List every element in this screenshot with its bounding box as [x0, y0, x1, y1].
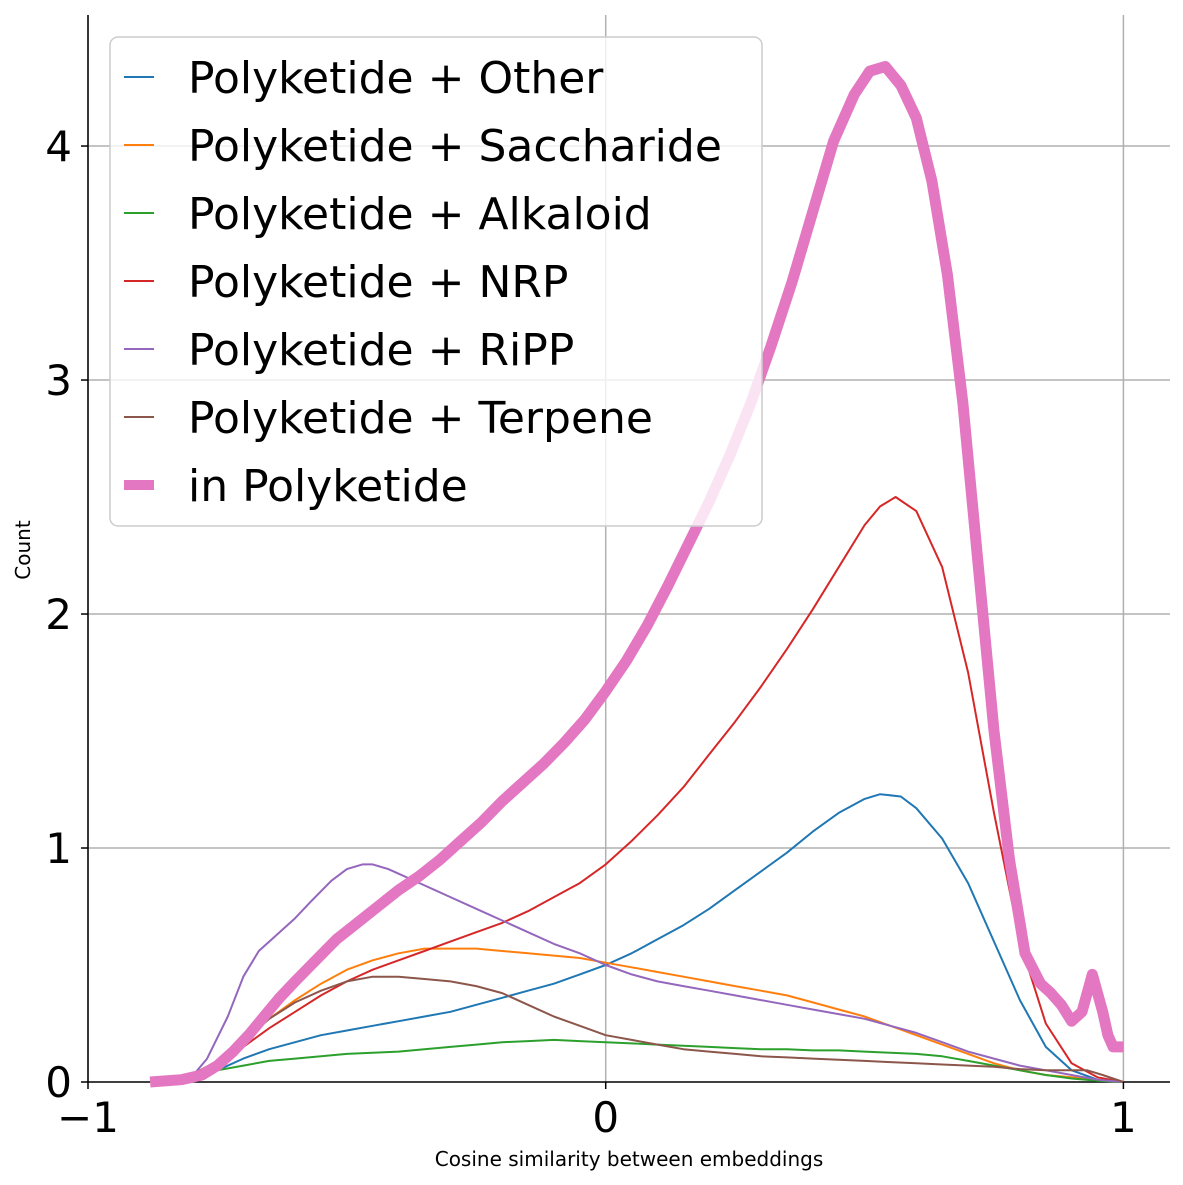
series-line-2 — [149, 1038, 1124, 1083]
y-tick-label-2: 2 — [45, 590, 72, 639]
legend: Polyketide + Other Polyketide + Saccharid… — [109, 36, 763, 527]
y-axis-label: Count — [11, 520, 35, 580]
legend-label-5: Polyketide + Terpene — [188, 393, 653, 444]
series-line-1 — [149, 947, 1124, 1083]
x-tick-label-0: −1 — [57, 1093, 119, 1142]
series-line-4 — [149, 863, 1124, 1083]
axes — [87, 15, 1170, 1083]
x-tick-label-1: 0 — [592, 1093, 619, 1142]
legend-frame — [109, 36, 763, 527]
y-tick-label-3: 3 — [45, 356, 72, 405]
legend-label-0: Polyketide + Other — [188, 53, 604, 104]
legend-label-3: Polyketide + NRP — [188, 257, 568, 308]
x-axis-label: Cosine similarity between embeddings — [435, 1147, 824, 1171]
series-line-3 — [149, 496, 1124, 1083]
y-tick-label-0: 0 — [45, 1058, 72, 1107]
y-tick-label-4: 4 — [45, 122, 72, 171]
x-tick-label-2: 1 — [1110, 1093, 1137, 1142]
legend-label-1: Polyketide + Saccharide — [188, 121, 722, 172]
series-line-0 — [149, 793, 1124, 1083]
legend-label-4: Polyketide + RiPP — [188, 325, 574, 376]
series-line-5 — [149, 975, 1124, 1083]
legend-label-6: in Polyketide — [188, 461, 468, 512]
legend-label-2: Polyketide + Alkaloid — [188, 189, 652, 240]
y-tick-label-1: 1 — [45, 824, 72, 873]
